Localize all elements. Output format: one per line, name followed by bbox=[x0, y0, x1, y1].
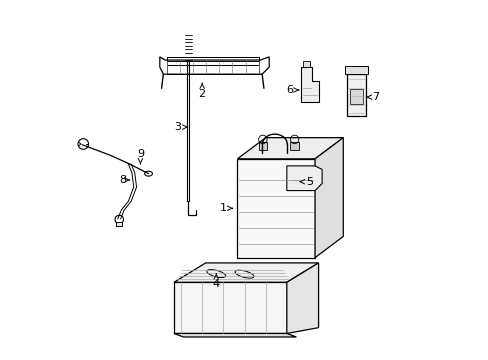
Bar bbox=[258, 142, 266, 150]
Polygon shape bbox=[174, 333, 296, 337]
Bar bbox=[345, 66, 367, 74]
Text: 7: 7 bbox=[366, 92, 379, 102]
Polygon shape bbox=[286, 263, 318, 333]
Bar bbox=[116, 222, 122, 226]
Text: 5: 5 bbox=[300, 177, 313, 187]
Polygon shape bbox=[300, 67, 318, 102]
Text: 2: 2 bbox=[198, 83, 205, 99]
Text: 8: 8 bbox=[119, 175, 129, 185]
Text: 9: 9 bbox=[137, 149, 143, 164]
Text: 6: 6 bbox=[285, 85, 298, 95]
Polygon shape bbox=[237, 159, 314, 258]
Bar bbox=[290, 142, 298, 150]
Bar bbox=[349, 89, 363, 104]
Text: 4: 4 bbox=[212, 274, 220, 289]
Text: 1: 1 bbox=[220, 203, 232, 213]
Polygon shape bbox=[237, 138, 343, 159]
Polygon shape bbox=[314, 138, 343, 258]
Polygon shape bbox=[286, 166, 322, 190]
Polygon shape bbox=[174, 263, 318, 282]
Polygon shape bbox=[174, 282, 286, 333]
Text: 3: 3 bbox=[174, 122, 187, 132]
Bar bbox=[346, 74, 366, 117]
Bar bbox=[302, 61, 309, 67]
